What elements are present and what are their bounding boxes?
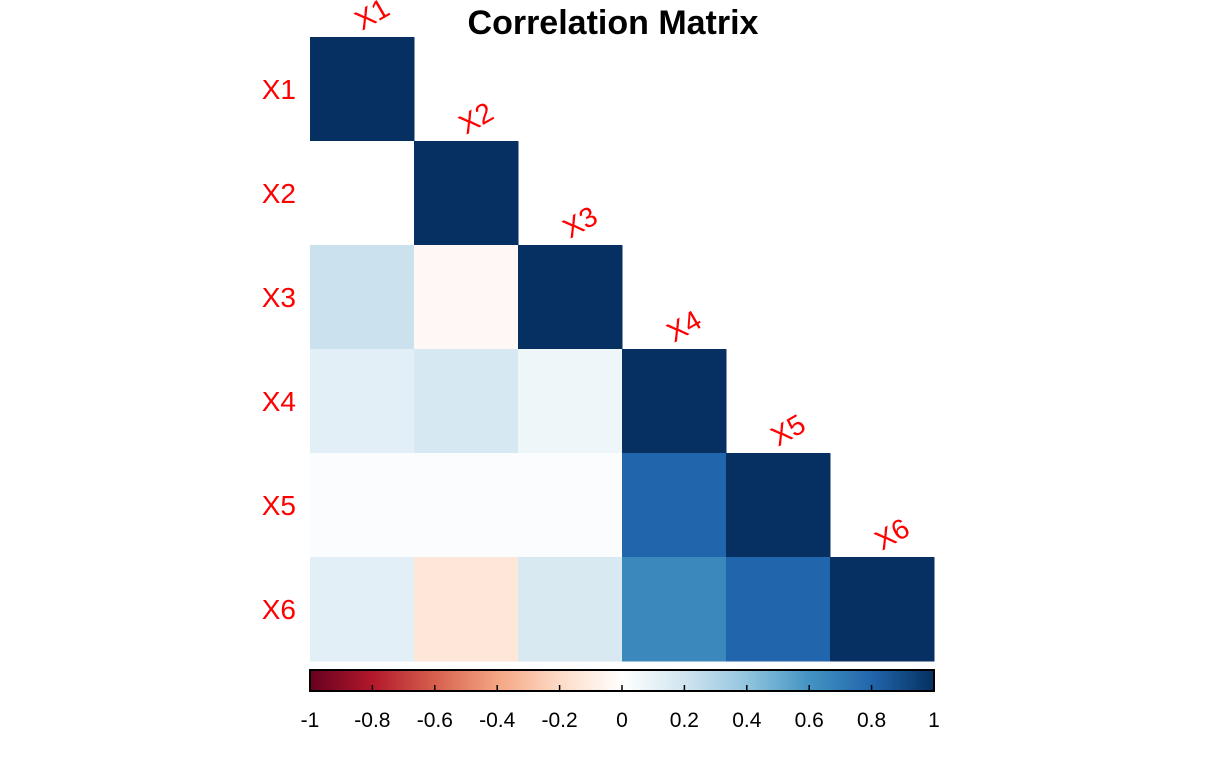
column-label-x2: X2: [454, 96, 499, 140]
colorbar-tick-label: 0.8: [857, 709, 886, 732]
colorbar-tick-label: -0.8: [354, 709, 390, 732]
heatmap-cell-x3-x3: [518, 245, 623, 350]
colorbar-tick-label: -1: [301, 709, 320, 732]
row-label-x6: X6: [262, 594, 296, 625]
heatmap-cell-x6-x4: [622, 557, 727, 662]
heatmap-cell-x3-x2: [414, 245, 519, 350]
heatmap-cell-x5-x4: [622, 453, 727, 558]
colorbar: -1 -0.8 -0.6 -0.4 -0.2 0 0.2 0.4 0.6 0.8 1: [301, 669, 940, 732]
colorbar-tick-label: 1: [928, 709, 940, 732]
colorbar-tick-label: 0.4: [732, 709, 762, 732]
heatmap-cell-x5-x3: [518, 453, 623, 558]
row-labels: X1 X2 X3 X4 X5 X6: [262, 74, 296, 625]
column-label-x1: X1: [350, 0, 395, 36]
row-label-x3: X3: [262, 282, 296, 313]
row-label-x1: X1: [262, 74, 296, 105]
heatmap-cell-x5-x2: [414, 453, 519, 558]
chart-title: Correlation Matrix: [468, 4, 759, 42]
heatmap-cell-x5-x1: [310, 453, 415, 558]
heatmap-cell-x2-x1: [310, 141, 415, 246]
heatmap-cell-x6-x5: [726, 557, 831, 662]
colorbar-tick-label: 0: [616, 709, 628, 732]
heatmap-cells: [310, 37, 935, 662]
heatmap-cell-x4-x3: [518, 349, 623, 454]
heatmap-cell-x4-x1: [310, 349, 415, 454]
heatmap-cell-x2-x2: [414, 141, 519, 246]
column-label-x5: X5: [766, 408, 811, 452]
heatmap-cell-x6-x2: [414, 557, 519, 662]
column-label-x4: X4: [662, 304, 707, 348]
colorbar-tick-label: 0.6: [795, 709, 824, 732]
row-label-x4: X4: [262, 386, 296, 417]
row-label-x5: X5: [262, 490, 296, 521]
colorbar-tick-label: -0.2: [542, 709, 578, 732]
heatmap-cell-x4-x2: [414, 349, 519, 454]
heatmap-cell-x4-x4: [622, 349, 727, 454]
heatmap-cell-x3-x1: [310, 245, 415, 350]
colorbar-ticks: -1 -0.8 -0.6 -0.4 -0.2 0 0.2 0.4 0.6 0.8 1: [301, 685, 940, 732]
column-label-x6: X6: [870, 512, 915, 556]
row-label-x2: X2: [262, 178, 296, 209]
column-label-x3: X3: [558, 200, 603, 244]
heatmap-cell-x5-x5: [726, 453, 831, 558]
heatmap-cell-x6-x3: [518, 557, 623, 662]
colorbar-tick-label: 0.2: [670, 709, 699, 732]
heatmap-cell-x6-x1: [310, 557, 415, 662]
heatmap-cell-x6-x6: [830, 557, 935, 662]
colorbar-tick-label: -0.6: [417, 709, 453, 732]
heatmap-cell-x1-x1: [310, 37, 415, 142]
colorbar-tick-label: -0.4: [479, 709, 516, 732]
